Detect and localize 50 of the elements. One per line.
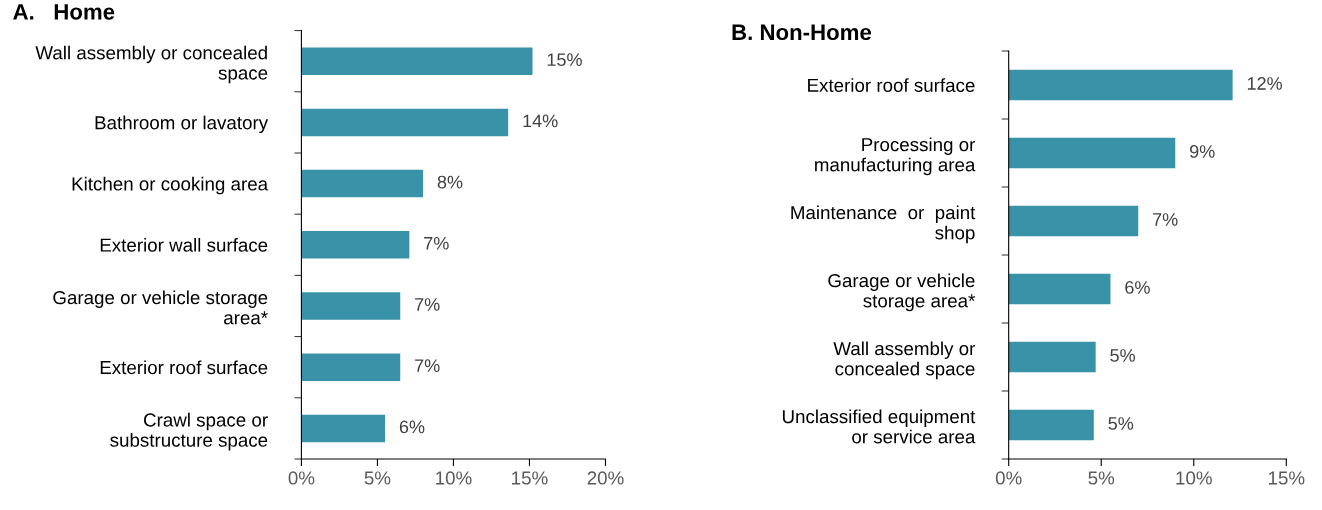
- y-tick-label: Exterior wall surface: [100, 238, 268, 252]
- y-tick-label: Processing or manufacturing area: [815, 137, 976, 176]
- y-tick-label: Wall assembly or concealed space: [833, 341, 976, 380]
- y-tick-label: Wall assembly or concealed space: [35, 45, 268, 84]
- x-tick-label: 5%: [364, 471, 391, 485]
- bar: [301, 108, 509, 137]
- data-label: 9%: [1189, 145, 1215, 158]
- data-label: 6%: [1125, 281, 1150, 294]
- x-tick-label: 0%: [995, 471, 1022, 485]
- bar: [301, 414, 386, 443]
- y-tick-label: Kitchen or cooking area: [72, 176, 269, 195]
- bar: [1008, 273, 1111, 305]
- bar: [1008, 341, 1096, 373]
- x-tick-label: 5%: [1088, 471, 1115, 485]
- bar: [1008, 69, 1233, 101]
- y-tick-label: Unclassified equipment or service area: [782, 409, 976, 444]
- text: A. Home: [13, 4, 115, 20]
- data-label: 7%: [424, 236, 449, 250]
- data-label: 7%: [415, 298, 440, 311]
- data-label: 7%: [1153, 213, 1178, 226]
- data-label: 8%: [437, 175, 463, 189]
- x-tick-label: 10%: [1176, 471, 1212, 485]
- data-label: 12%: [1247, 77, 1283, 90]
- bar: [301, 47, 533, 75]
- y-tick-label: Garage or vehicle storage area*: [53, 290, 268, 325]
- bar: [301, 353, 401, 381]
- y-tick-label: Garage or vehicle storage area*: [828, 273, 976, 312]
- x-tick-label: 20%: [587, 471, 624, 485]
- y-tick-label: Exterior roof surface: [808, 78, 975, 92]
- data-label: 6%: [399, 420, 425, 434]
- x-tick-label: 0%: [288, 471, 315, 485]
- data-label: 5%: [1110, 349, 1136, 362]
- bar: [301, 231, 410, 259]
- x-tick-label: 15%: [512, 471, 548, 485]
- y-tick-label: Bathroom or lavatory: [95, 115, 269, 134]
- data-label: 14%: [523, 114, 558, 128]
- bar: [1008, 205, 1139, 237]
- x-tick-label: 15%: [1268, 471, 1305, 485]
- data-label: 15%: [547, 53, 582, 67]
- y-tick-label: Maintenance or paint shop: [791, 205, 976, 244]
- data-label: 5%: [1108, 417, 1134, 430]
- y-tick-label: Exterior roof surface: [100, 360, 268, 375]
- bar: [301, 169, 424, 198]
- y-tick-label: Crawl space or substructure space: [110, 412, 268, 451]
- bar: [1008, 137, 1176, 169]
- text: B. Non-Home: [732, 24, 872, 41]
- data-label: 7%: [415, 359, 440, 372]
- x-tick-label: 10%: [436, 471, 472, 485]
- bar: [1008, 409, 1094, 441]
- bar: [301, 292, 401, 320]
